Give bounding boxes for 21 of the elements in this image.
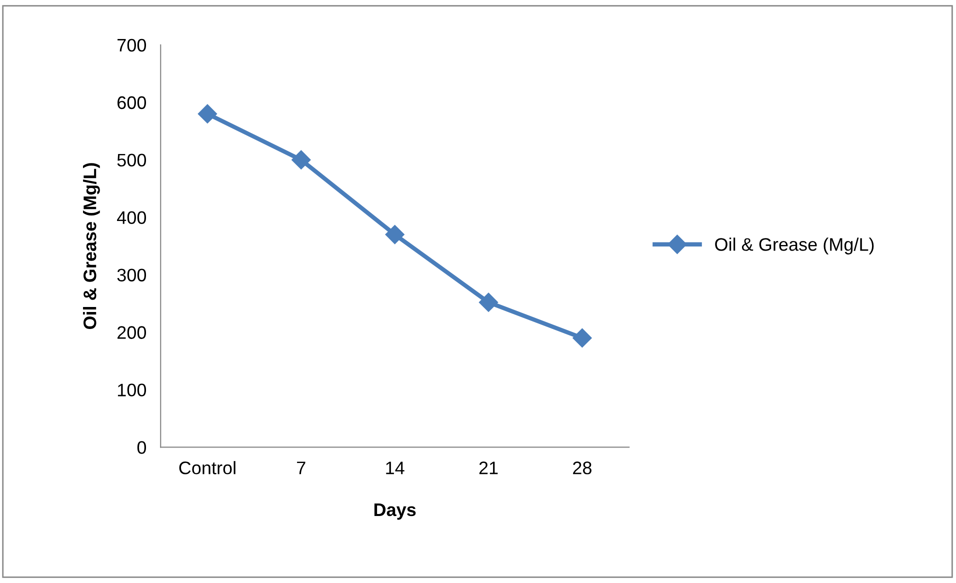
- point: [292, 150, 311, 170]
- y-tick-label: 200: [118, 326, 146, 339]
- point: [198, 104, 217, 124]
- point: [572, 328, 592, 348]
- x-axis-title: Days: [374, 504, 416, 520]
- x-tick-label: 28: [573, 462, 592, 474]
- x-tick-label: 14: [386, 462, 404, 474]
- y-tick-label: 400: [117, 211, 146, 224]
- point: [478, 292, 498, 312]
- x-tick-label: 7: [297, 462, 306, 474]
- y-tick-label: 600: [118, 96, 146, 110]
- y-tick-label: 0: [137, 441, 146, 454]
- y-tick-label: 700: [118, 38, 146, 52]
- x-tick-label: Control: [179, 461, 236, 474]
- y-tick-label: 500: [117, 154, 146, 167]
- y-tick-label: 100: [118, 384, 146, 396]
- legend-label: Oil & Grease (Mg/L): [715, 238, 874, 254]
- x-tick-label: 21: [479, 462, 498, 474]
- point: [385, 225, 404, 244]
- y-axis-title: Oil & Grease (Mg/L): [83, 163, 100, 330]
- y-tick-label: 300: [117, 268, 146, 282]
